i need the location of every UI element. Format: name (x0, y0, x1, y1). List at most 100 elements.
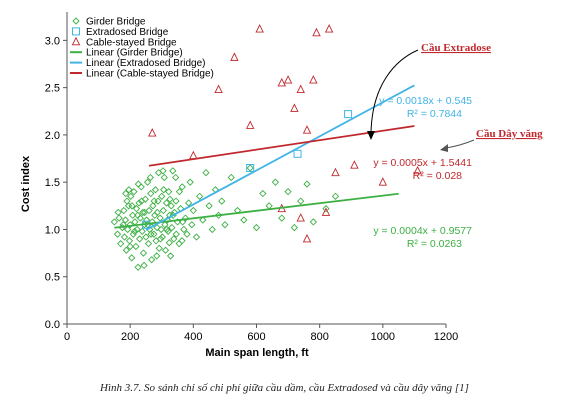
x-tick-label: 1000 (371, 331, 395, 343)
girder-bridgepoint (158, 192, 166, 201)
girder-bridgepoint (129, 211, 137, 219)
girder-bridgepoint (178, 183, 186, 191)
girder-bridgepoint (128, 202, 136, 210)
legend-label-linear-cable-stayed-bridge: Linear (Cable-stayed Bridge) (86, 69, 214, 80)
cable-stayed-bridgepoint (350, 160, 359, 169)
x-tick-label: 200 (121, 331, 139, 343)
girder-bridgepoint (147, 189, 155, 198)
girder-bridgepoint (290, 223, 299, 232)
girder-bridgepoint (153, 223, 161, 232)
x-tick-label: 400 (184, 331, 202, 343)
girder-bridgepoint (113, 230, 122, 238)
girder-bridgepoint (166, 195, 174, 203)
cable-stayed-bridgepoint (296, 84, 305, 93)
girder-bridgepoint (141, 195, 149, 203)
girder-bridgepoint (135, 199, 143, 207)
cable-stayed-bridgepoint (296, 213, 305, 222)
girder-bridgepoint (154, 197, 162, 205)
girder-bridgepoint (169, 167, 177, 175)
girder-bridgepoint (158, 233, 167, 241)
extradosed-bridgepoint (293, 149, 302, 158)
y-tick-label: 1.0 (45, 224, 60, 236)
girder-bridgepoint (178, 218, 187, 226)
girder-bridgepoint (149, 202, 157, 210)
girder-bridgepoint (164, 227, 172, 235)
girder-bridgepoint (284, 187, 292, 196)
data-points (110, 24, 422, 271)
girder-bridgepoint (208, 225, 216, 234)
cable-stayed-bridgepoint (331, 167, 340, 177)
girder-bridgepoint (240, 216, 248, 224)
legend-label-extradosed-bridge: Extradosed Bridge (86, 27, 169, 38)
girder-bridgepoint (166, 252, 175, 260)
girder-bridgepoint (163, 225, 171, 234)
girder-bridgepoint (159, 206, 167, 215)
girder-bridgepoint (205, 202, 213, 210)
y-axis-label: Cost index (20, 155, 32, 212)
cable-stayed-bridgepoint (214, 84, 223, 93)
girder-bridgepoint (139, 208, 147, 217)
cable-stayed-bridgepoint (245, 120, 255, 129)
girder-bridgepoint (218, 197, 226, 205)
girder-bridgepoint (161, 246, 170, 254)
arrow-extradose (370, 49, 419, 134)
girder-bridgepoint (192, 233, 201, 241)
cable-stayed-bridgepoint (378, 177, 388, 186)
cable-stayed-bridgepoint (413, 165, 422, 175)
girder-bridgepoint (172, 230, 180, 238)
trendlines (114, 84, 415, 231)
cable-stayed-bridgepoint (302, 233, 312, 243)
girder-bridgepoint (128, 254, 136, 262)
girder-bridgepoint (227, 173, 235, 182)
girder-bridgepoint (151, 186, 160, 194)
girder-bridgepoint (134, 211, 142, 219)
girder-bridgepoint (259, 189, 267, 198)
girder-bridgepoint (147, 230, 155, 238)
girder-bridgepoint (122, 189, 130, 198)
girder-bridgepoint (138, 227, 146, 235)
girder-bridgepoint (172, 197, 180, 205)
girder-bridgepoint (151, 211, 159, 219)
cable-stayed-bridgepoint (148, 128, 157, 137)
arrow-head-cable-stayed (440, 144, 448, 152)
legend-label-girder-bridge: Girder Bridge (86, 17, 146, 28)
girder-bridgepoint (127, 192, 135, 201)
legend-label-linear-girder-bridge: Linear (Girder Bridge) (86, 48, 183, 59)
girder-bridgepoint (156, 214, 164, 222)
girder-bridgepoint (134, 263, 142, 271)
girder-bridgepoint (252, 223, 261, 232)
y-tick-label: 0.5 (45, 272, 60, 284)
girder-bridgepoint (159, 167, 167, 175)
girder-bridgepoint (137, 197, 146, 205)
girder-bridgepoint (134, 180, 143, 188)
girder-bridgepoint (125, 237, 134, 245)
girder-bridgepoint (303, 180, 311, 188)
girder-bridgepoint (150, 230, 158, 238)
girder-bridgepoint (146, 173, 155, 182)
girder-bridgepoint (180, 225, 188, 234)
girder-bridgepoint (178, 237, 186, 245)
x-tick-label: 0 (64, 331, 70, 343)
girder-bridgepoint (265, 202, 273, 210)
girder-bridgepoint (160, 173, 168, 182)
arrow-cable-stayed (445, 139, 475, 149)
linear-extradosed-bridge-line (145, 84, 415, 231)
arrow-head-extradose (367, 131, 375, 140)
legend-label-linear-extradosed-bridge: Linear (Extradosed Bridge) (86, 58, 206, 69)
y-tick-label: 0.0 (45, 319, 60, 331)
girder-bridgepoint (120, 233, 129, 241)
girder-bridgepoint (246, 164, 254, 172)
girder-bridgepoint (126, 221, 134, 229)
girder-bridgepoint (120, 206, 128, 215)
girder-bridgepoint (202, 169, 210, 177)
girder-bridgepoint (189, 206, 197, 215)
cable-stayed-bridgepoint (189, 150, 198, 160)
girder-bridgepoint (139, 249, 148, 257)
girder-bridgepoint (132, 205, 141, 213)
girder-bridgepoint (130, 187, 138, 196)
x-tick-label: 1200 (434, 331, 458, 343)
girder-bridgepoint (153, 252, 161, 260)
girder-bridgepoint (115, 214, 123, 222)
cable-stayed-bridgepoint (312, 27, 321, 37)
